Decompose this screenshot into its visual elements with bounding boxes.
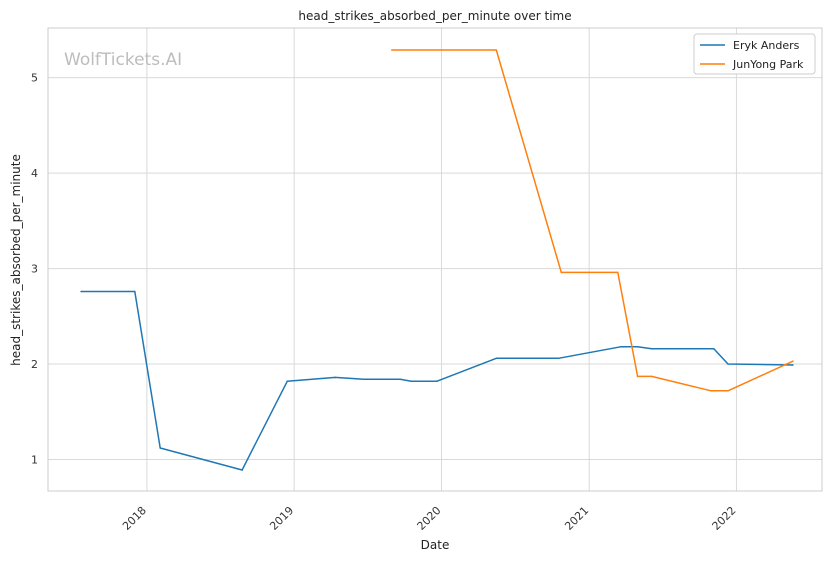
x-tick-label: 2018: [120, 504, 149, 533]
watermark: WolfTickets.AI: [64, 50, 182, 70]
data-point: [636, 375, 639, 378]
data-point: [334, 376, 337, 379]
data-point: [362, 378, 365, 381]
data-point: [560, 271, 563, 274]
plot-frame: [47, 27, 823, 492]
x-axis: 2018 2019 2020 2021 2022: [120, 504, 739, 533]
data-point: [650, 375, 653, 378]
chart-title: head_strikes_absorbed_per_minute over ti…: [298, 9, 571, 23]
y-tick-label: 5: [31, 72, 38, 85]
data-point: [391, 49, 393, 51]
legend: Eryk Anders JunYong Park: [693, 33, 816, 75]
x-tick-label: 2022: [710, 504, 739, 533]
x-axis-label: Date: [421, 538, 450, 552]
legend-label-junyong-park: JunYong Park: [732, 58, 804, 71]
data-point: [159, 447, 161, 449]
data-point: [792, 360, 794, 363]
data-point: [727, 363, 729, 365]
data-point: [713, 348, 715, 350]
x-tick-label: 2021: [562, 504, 591, 533]
series-layer: [80, 49, 794, 471]
data-point: [80, 290, 82, 293]
data-point: [241, 469, 243, 471]
x-tick-label: 2019: [267, 504, 296, 533]
series-line-0: [81, 290, 793, 471]
y-axis-label: head_strikes_absorbed_per_minute: [9, 154, 23, 366]
gridlines: [48, 28, 822, 491]
series-line-1: [391, 49, 794, 392]
data-point: [557, 357, 560, 360]
data-point: [410, 380, 413, 383]
data-point: [617, 271, 619, 274]
data-point: [286, 380, 289, 383]
data-point: [792, 364, 794, 366]
y-tick-label: 1: [31, 453, 38, 466]
y-tick-label: 2: [31, 358, 38, 371]
data-point: [495, 49, 498, 51]
data-point: [650, 348, 653, 350]
data-point: [636, 346, 639, 348]
y-tick-label: 3: [31, 263, 38, 276]
x-tick-label: 2020: [415, 504, 444, 533]
data-point: [436, 380, 438, 383]
legend-label-eryk-anders: Eryk Anders: [733, 39, 800, 52]
data-point: [134, 290, 136, 293]
data-point: [619, 346, 622, 348]
y-tick-label: 4: [31, 167, 38, 180]
y-axis: 1 2 3 4 5: [31, 72, 38, 467]
data-point: [727, 390, 729, 392]
data-point: [399, 378, 402, 381]
data-point: [495, 357, 498, 360]
data-point: [710, 390, 712, 392]
